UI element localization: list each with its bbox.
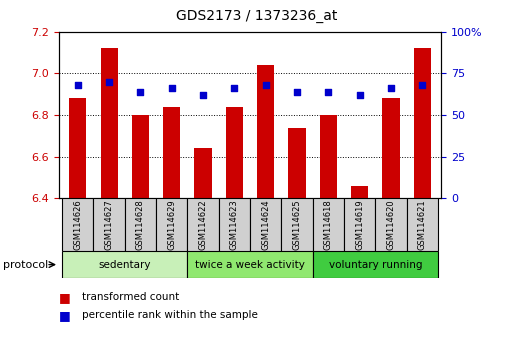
Bar <box>407 198 438 251</box>
Text: GSM114621: GSM114621 <box>418 199 427 250</box>
Text: twice a week activity: twice a week activity <box>195 259 305 270</box>
Text: GSM114624: GSM114624 <box>261 199 270 250</box>
Bar <box>219 198 250 251</box>
Bar <box>194 148 212 198</box>
Text: ■: ■ <box>59 291 71 304</box>
Text: protocol: protocol <box>3 259 48 270</box>
Bar <box>62 198 93 251</box>
Bar <box>351 186 368 198</box>
Text: GSM114618: GSM114618 <box>324 199 333 250</box>
Bar <box>226 107 243 198</box>
Bar <box>250 198 282 251</box>
Point <box>74 82 82 88</box>
Bar <box>414 48 431 198</box>
Bar <box>288 127 306 198</box>
Point <box>168 86 176 91</box>
Point <box>230 86 239 91</box>
Bar <box>320 115 337 198</box>
Text: transformed count: transformed count <box>82 292 180 302</box>
Point <box>136 89 145 95</box>
Bar <box>282 198 313 251</box>
Text: GSM114620: GSM114620 <box>387 199 396 250</box>
Bar <box>376 198 407 251</box>
Text: voluntary running: voluntary running <box>329 259 422 270</box>
Point <box>105 79 113 85</box>
Text: ■: ■ <box>59 309 71 321</box>
Text: percentile rank within the sample: percentile rank within the sample <box>82 310 258 320</box>
Bar <box>313 198 344 251</box>
Point <box>262 82 270 88</box>
Bar <box>125 198 156 251</box>
Text: GSM114629: GSM114629 <box>167 199 176 250</box>
Bar <box>62 251 187 278</box>
Bar <box>163 107 181 198</box>
Bar <box>344 198 376 251</box>
Bar <box>313 251 438 278</box>
Bar <box>101 48 117 198</box>
Bar <box>383 98 400 198</box>
Point <box>324 89 332 95</box>
Bar <box>187 198 219 251</box>
Bar <box>69 98 86 198</box>
Point <box>356 92 364 98</box>
Bar <box>187 251 313 278</box>
Text: sedentary: sedentary <box>98 259 151 270</box>
Point <box>293 89 301 95</box>
Text: GSM114622: GSM114622 <box>199 199 208 250</box>
Bar <box>132 115 149 198</box>
Point <box>418 82 426 88</box>
Bar <box>156 198 187 251</box>
Point <box>199 92 207 98</box>
Point <box>387 86 395 91</box>
Text: GSM114626: GSM114626 <box>73 199 82 250</box>
Text: GSM114627: GSM114627 <box>105 199 113 250</box>
Text: GDS2173 / 1373236_at: GDS2173 / 1373236_at <box>176 9 337 23</box>
Text: GSM114625: GSM114625 <box>292 199 302 250</box>
Bar <box>93 198 125 251</box>
Text: GSM114628: GSM114628 <box>136 199 145 250</box>
Bar <box>257 65 274 198</box>
Text: GSM114623: GSM114623 <box>230 199 239 250</box>
Text: GSM114619: GSM114619 <box>355 199 364 250</box>
